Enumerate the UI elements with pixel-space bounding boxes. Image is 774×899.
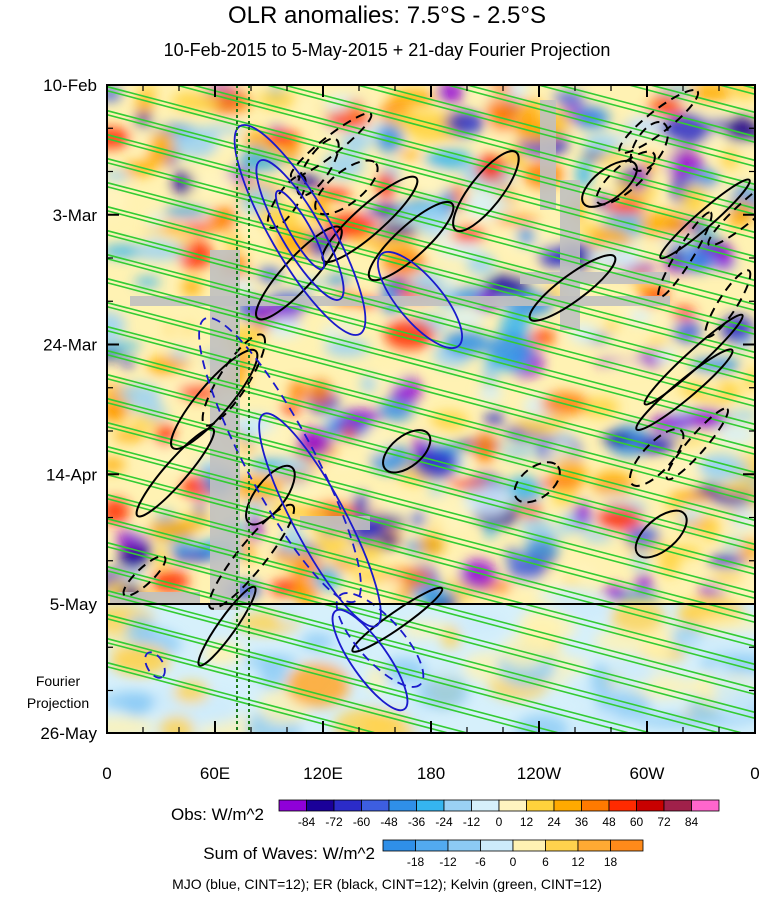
obs-colorbar-tick: -84: [298, 815, 316, 829]
obs-colorbar-tick: 36: [575, 815, 589, 829]
colorbars: Obs: W/m^2 -84 -72 -60 -48 -36 -24 -12 0 12 24 36 48…: [171, 799, 720, 869]
obs-colorbar-cell: [416, 799, 445, 812]
x-tick-label: 120W: [517, 764, 561, 783]
wave-contours: [107, 85, 755, 733]
waves-colorbar-tick: 18: [604, 855, 618, 869]
projection-label: Projection: [27, 695, 89, 711]
x-tick-label: 0: [102, 764, 111, 783]
obs-colorbar-cell: [553, 799, 582, 812]
obs-colorbar-cell: [388, 799, 417, 812]
y-tick-label: 3-Mar: [53, 206, 98, 225]
obs-colorbar-tick: -36: [408, 815, 426, 829]
obs-colorbar-cell: [443, 799, 472, 812]
obs-colorbar-cell: [581, 799, 610, 812]
waves-colorbar-cell: [512, 839, 546, 852]
waves-colorbar-cell: [415, 839, 449, 852]
waves-colorbar-cell: [447, 839, 481, 852]
y-tick-label: 24-Mar: [43, 336, 97, 355]
reference-lines: [236, 85, 250, 733]
projection-label: Fourier: [36, 673, 81, 689]
obs-colorbar-label: Obs: W/m^2: [171, 805, 264, 824]
obs-colorbar-tick: 12: [520, 815, 534, 829]
waves-colorbar-cell: [480, 839, 514, 852]
obs-colorbar-cell: [306, 799, 335, 812]
y-tick-label: 10-Feb: [43, 76, 97, 95]
obs-colorbar-cell: [278, 799, 307, 812]
obs-colorbar-cell: [608, 799, 637, 812]
obs-colorbar-tick: -60: [353, 815, 371, 829]
plot-axes: 10-Feb 3-Mar 24-Mar 14-Apr 5-May 26-May Fourie…: [27, 76, 760, 783]
obs-colorbar-tick: 24: [547, 815, 561, 829]
legend-note: MJO (blue, CINT=12); ER (black, CINT=12)…: [172, 876, 602, 892]
waves-colorbar-tick: 0: [510, 855, 517, 869]
obs-colorbar-tick: 60: [630, 815, 644, 829]
obs-colorbar-cell: [498, 799, 527, 812]
obs-colorbar-tick: 72: [657, 815, 671, 829]
x-tick-label: 180: [417, 764, 445, 783]
waves-colorbar-tick: 12: [571, 855, 585, 869]
obs-colorbar-cell: [471, 799, 500, 812]
obs-colorbar-tick: 48: [602, 815, 616, 829]
y-tick-label: 5-May: [50, 595, 98, 614]
obs-colorbar: Obs: W/m^2 -84 -72 -60 -48 -36 -24 -12 0 12 24 36 48…: [171, 799, 720, 829]
waves-colorbar-label: Sum of Waves: W/m^2: [203, 844, 375, 863]
obs-colorbar-tick: -72: [325, 815, 343, 829]
chart-subtitle: 10-Feb-2015 to 5-May-2015 + 21-day Fouri…: [163, 40, 611, 60]
x-tick-label: 120E: [303, 764, 343, 783]
waves-colorbar-tick: -6: [475, 855, 486, 869]
chart-title: OLR anomalies: 7.5°S - 2.5°S: [227, 2, 546, 29]
obs-colorbar-cell: [663, 799, 692, 812]
obs-colorbar-tick: 84: [685, 815, 699, 829]
x-tick-label: 60E: [200, 764, 230, 783]
kelvin-contours: [107, 85, 755, 733]
obs-colorbar-cell: [691, 799, 720, 812]
obs-colorbar-tick: -48: [380, 815, 398, 829]
x-tick-label: 60W: [630, 764, 665, 783]
waves-colorbar-tick: 6: [542, 855, 549, 869]
waves-colorbar-cell: [545, 839, 579, 852]
obs-colorbar-cell: [636, 799, 665, 812]
waves-colorbar-cell: [610, 839, 644, 852]
er-contours: [122, 88, 755, 667]
obs-colorbar-tick: 0: [496, 815, 503, 829]
hovmoller-plot: 10-Feb 3-Mar 24-Mar 14-Apr 5-May 26-May Fourie…: [27, 76, 760, 869]
obs-colorbar-cell: [526, 799, 555, 812]
obs-colorbar-tick: -24: [435, 815, 453, 829]
y-tick-label: 26-May: [40, 724, 97, 743]
waves-colorbar-tick: -12: [439, 855, 457, 869]
y-tick-label: 14-Apr: [46, 465, 97, 484]
mjo-contours: [144, 124, 463, 712]
obs-colorbar-cell: [361, 799, 390, 812]
obs-colorbar-tick: -12: [463, 815, 481, 829]
x-tick-label: 0: [750, 764, 759, 783]
waves-colorbar: Sum of Waves: W/m^2 -18 -12 -6 0 6 12 18: [203, 839, 644, 869]
waves-colorbar-tick: -18: [407, 855, 425, 869]
waves-colorbar-cell: [382, 839, 416, 852]
obs-colorbar-cell: [333, 799, 362, 812]
waves-colorbar-cell: [577, 839, 611, 852]
